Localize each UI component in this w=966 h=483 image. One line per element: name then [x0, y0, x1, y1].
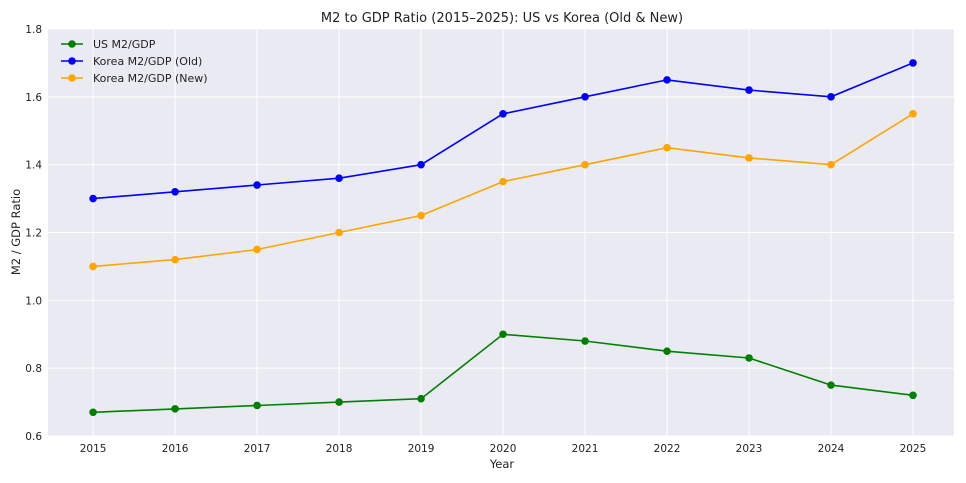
data-point	[745, 154, 753, 162]
x-tick-label: 2021	[572, 443, 599, 455]
data-point	[253, 245, 261, 254]
data-point	[581, 337, 589, 345]
y-tick-label: 1.6	[25, 92, 42, 104]
data-point	[417, 211, 425, 220]
legend-label: Korea M2/GDP (New)	[93, 72, 208, 85]
data-point	[335, 228, 343, 237]
data-point	[171, 188, 179, 196]
data-point	[663, 143, 671, 152]
legend-label: Korea M2/GDP (Old)	[93, 55, 202, 68]
legend-marker	[68, 74, 76, 82]
legend: US M2/GDP Korea M2/GDP (Old) Korea M2/GDP …	[61, 38, 208, 85]
data-point	[499, 330, 507, 339]
y-tick-label: 1.2	[25, 228, 42, 240]
x-axis-label: Year	[489, 457, 515, 471]
data-point	[89, 194, 97, 203]
data-point	[89, 262, 97, 271]
chart-title: M2 to GDP Ratio (2015–2025): US vs Korea…	[321, 11, 683, 26]
data-point	[253, 181, 261, 189]
data-point	[253, 401, 261, 410]
data-point	[499, 177, 507, 186]
data-point	[581, 160, 589, 169]
x-tick-label: 2020	[490, 443, 517, 455]
series-points	[89, 59, 917, 417]
data-point	[171, 255, 179, 264]
x-tick-label: 2024	[818, 443, 845, 455]
data-point	[663, 347, 671, 356]
data-point	[417, 394, 425, 403]
x-tick-label: 2025	[900, 443, 927, 455]
y-tick-label: 1.0	[25, 295, 42, 307]
x-tick-label: 2019	[408, 443, 435, 455]
x-tick-label: 2023	[736, 443, 763, 455]
data-point	[745, 86, 753, 94]
y-axis-label: M2 / GDP Ratio	[9, 189, 23, 275]
data-point	[499, 109, 507, 118]
data-point	[335, 174, 343, 183]
data-point	[827, 381, 835, 389]
data-point	[581, 93, 589, 101]
grid-lines	[48, 28, 954, 437]
data-point	[827, 160, 835, 169]
x-tick-label: 2017	[244, 443, 271, 455]
data-point	[89, 408, 97, 417]
y-tick-label: 1.8	[25, 24, 42, 36]
data-point	[827, 93, 835, 101]
x-tick-label: 2018	[326, 443, 353, 455]
y-axis-ticks: 0.6 0.8 1.0 1.2 1.4 1.6 1.8	[25, 24, 42, 443]
data-point	[909, 59, 917, 67]
data-point	[335, 398, 343, 406]
legend-marker	[68, 40, 76, 48]
data-point	[417, 160, 425, 169]
y-tick-label: 1.4	[25, 160, 42, 172]
y-tick-label: 0.8	[25, 363, 42, 375]
x-tick-label: 2015	[80, 443, 107, 455]
data-point	[745, 354, 753, 362]
data-point	[909, 391, 917, 400]
data-point	[909, 109, 917, 118]
x-tick-label: 2022	[654, 443, 681, 455]
legend-label: US M2/GDP	[93, 38, 156, 51]
x-tick-label: 2016	[162, 443, 189, 455]
data-point	[171, 405, 179, 413]
x-axis-ticks: 2015 2016 2017 2018 2019 2020 2021 2022 2023 2024…	[80, 443, 927, 455]
legend-marker	[68, 57, 76, 65]
y-tick-label: 0.6	[25, 431, 42, 443]
data-point	[663, 76, 671, 84]
